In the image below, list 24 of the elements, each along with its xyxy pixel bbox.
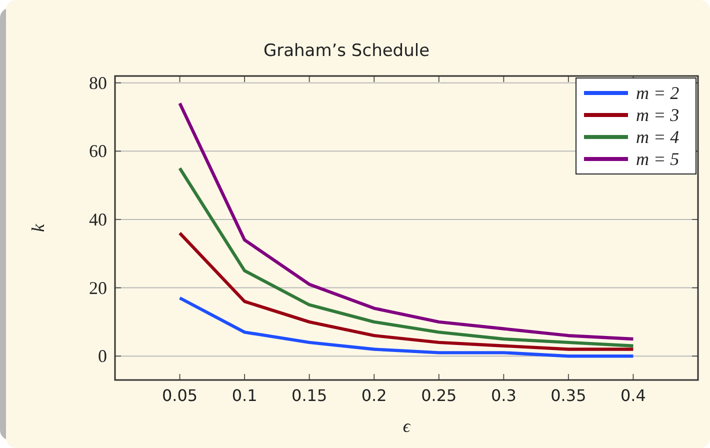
line-series (178, 102, 635, 341)
x-tick-label: 0.15 (292, 386, 328, 405)
y-axis-title: k (28, 223, 48, 232)
legend-label: m = 4 (636, 127, 680, 147)
line-series (178, 166, 635, 348)
legend-label: m = 2 (636, 83, 680, 103)
y-tick-label: 20 (89, 278, 107, 298)
legend-label: m = 3 (636, 105, 680, 125)
y-tick-label: 0 (98, 346, 107, 366)
y-tick-label: 60 (89, 141, 107, 162)
line-series (178, 296, 635, 358)
legend-label: m = 5 (636, 149, 680, 169)
x-tick-label: 0.3 (490, 386, 516, 405)
x-axis-title: ϵ (402, 416, 411, 436)
y-tick-label: 80 (89, 72, 107, 93)
x-tick-label: 0.2 (361, 386, 387, 405)
x-tick-label: 0.25 (421, 386, 457, 405)
x-tick-label: 0.4 (620, 386, 646, 405)
x-tick-label: 0.1 (232, 386, 258, 405)
line-series (178, 232, 635, 351)
y-tick-label: 40 (89, 209, 107, 230)
x-tick-label: 0.35 (550, 386, 586, 405)
x-tick-label: 0.05 (162, 386, 198, 405)
chart-title: Graham’s Schedule (263, 41, 430, 61)
